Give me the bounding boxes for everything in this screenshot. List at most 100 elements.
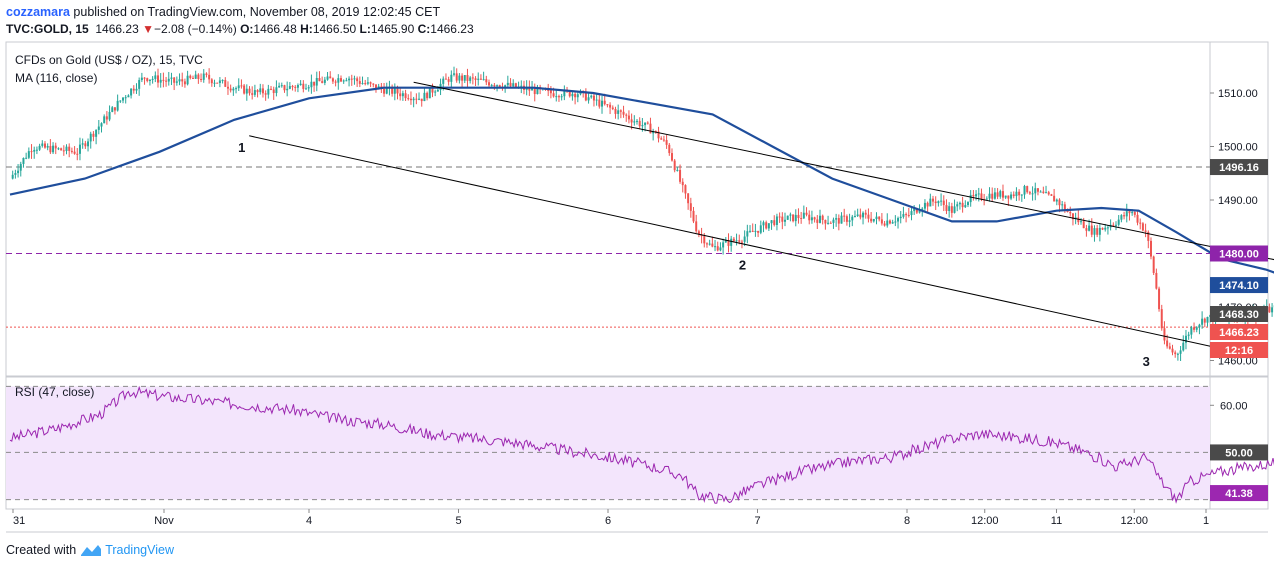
candle-body	[178, 79, 181, 82]
candle-body	[638, 120, 641, 127]
candle-body	[506, 82, 509, 86]
candle-body	[490, 85, 493, 87]
candle-body	[87, 141, 90, 147]
candle-body	[482, 79, 485, 81]
rsi-indicator-label: RSI (47, close)	[15, 385, 94, 399]
candle-body	[122, 97, 125, 101]
candle-body	[361, 83, 364, 85]
candle-body	[11, 174, 14, 179]
candle-body	[1128, 211, 1131, 214]
candle-body	[797, 214, 800, 219]
candle-body	[261, 88, 264, 94]
price-label: 1468.30	[1219, 309, 1259, 321]
candle-body	[1139, 222, 1142, 224]
candle-body	[57, 148, 60, 150]
candle-body	[899, 216, 902, 219]
candle-body	[1023, 186, 1026, 195]
candle-body	[891, 222, 894, 224]
candle-body	[353, 78, 356, 80]
candle-body	[1171, 348, 1174, 353]
candle-body	[840, 215, 843, 224]
candle-body	[461, 75, 464, 81]
candle-body	[821, 215, 824, 220]
candle-body	[622, 111, 625, 115]
wave-label: 3	[1143, 354, 1150, 369]
candle-body	[323, 79, 326, 83]
candle-body	[259, 88, 262, 93]
candle-body	[738, 240, 741, 242]
candle-body	[1001, 191, 1004, 198]
candle-body	[571, 93, 574, 97]
candle-body	[633, 121, 636, 123]
x-tick-label: 12:00	[971, 515, 999, 527]
candle-body	[70, 150, 73, 152]
candle-body	[574, 93, 577, 98]
candle-body	[103, 116, 106, 124]
rsi-level-label-bg	[1210, 444, 1268, 461]
candle-body	[512, 83, 515, 87]
candle-body	[479, 78, 482, 80]
candle-body	[961, 202, 964, 208]
candle-body	[173, 77, 176, 83]
candle-body	[531, 88, 534, 91]
candle-body	[988, 193, 991, 199]
candle-body	[670, 153, 673, 161]
candle-body	[135, 88, 138, 91]
candle-body	[251, 93, 254, 95]
candle-body	[1112, 224, 1115, 226]
candle-body	[1268, 306, 1271, 313]
candle-body	[1190, 327, 1193, 335]
tradingview-brand[interactable]: TradingView	[105, 543, 174, 557]
candle-body	[1053, 195, 1056, 202]
candle-body	[383, 88, 386, 94]
candle-body	[880, 219, 883, 224]
candle-body	[1187, 334, 1190, 336]
candle-body	[280, 85, 283, 87]
candle-body	[587, 97, 590, 101]
candle-body	[870, 218, 873, 222]
candle-body	[1174, 352, 1177, 355]
candle-body	[568, 90, 571, 97]
candle-body	[1093, 228, 1096, 235]
publisher-name[interactable]: cozzamara	[6, 5, 70, 19]
candle-body	[181, 79, 184, 82]
candle-body	[183, 81, 186, 85]
candle-body	[14, 173, 17, 175]
candle-body	[948, 206, 951, 211]
candle-body	[735, 240, 738, 242]
candle-body	[38, 145, 41, 150]
candle-body	[784, 219, 787, 222]
candle-body	[89, 133, 92, 142]
candle-body	[754, 230, 757, 232]
candle-body	[902, 214, 905, 217]
candle-body	[867, 214, 870, 219]
candle-body	[358, 81, 361, 84]
candle-body	[740, 241, 743, 243]
candle-body	[1071, 213, 1074, 220]
candle-body	[200, 78, 203, 80]
rsi-value-label-bg	[1210, 485, 1268, 502]
y-tick-label: 1500.00	[1218, 142, 1258, 154]
candle-body	[167, 78, 170, 82]
candle-body	[62, 150, 65, 152]
candle-body	[197, 74, 200, 79]
candle-body	[253, 90, 256, 95]
level-label-1480: 1480.00	[1219, 249, 1259, 261]
candle-body	[366, 82, 369, 84]
candle-body	[208, 74, 211, 80]
x-tick-label: 7	[754, 515, 760, 527]
candle-body	[30, 151, 33, 153]
candle-body	[509, 82, 512, 87]
candle-body	[22, 157, 25, 164]
candle-body	[964, 205, 967, 208]
candle-body	[162, 79, 165, 81]
x-tick-label: 31	[13, 515, 25, 527]
candle-body	[374, 84, 377, 90]
candle-body	[436, 89, 439, 92]
candle-body	[175, 81, 178, 83]
candle-body	[609, 104, 612, 108]
candle-body	[1101, 227, 1104, 230]
candle-body	[471, 77, 474, 79]
candle-body	[423, 92, 426, 102]
